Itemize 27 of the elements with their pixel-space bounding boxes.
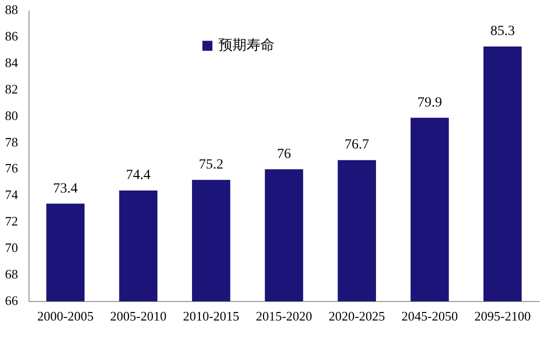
x-tick-label: 2015-2020 [256, 308, 312, 324]
x-tick-label: 2005-2010 [110, 308, 166, 324]
y-tick-label: 82 [5, 81, 18, 96]
y-tick-label: 78 [5, 134, 18, 150]
data-label: 74.4 [126, 168, 151, 184]
data-label: 73.4 [53, 181, 78, 196]
y-tick-label: 84 [5, 55, 18, 70]
y-tick-label: 80 [5, 108, 18, 123]
y-tick-label: 72 [5, 214, 18, 229]
x-tick-label: 2000-2005 [37, 308, 94, 324]
y-tick-label: 86 [5, 28, 18, 44]
y-tick-label: 76 [5, 160, 18, 176]
y-tick-label: 70 [5, 240, 18, 255]
y-tick-label: 68 [5, 266, 18, 282]
x-tick-label: 2045-2050 [402, 308, 458, 324]
data-label: 76.7 [344, 138, 370, 153]
y-tick-label: 74 [5, 187, 18, 202]
x-tick-label: 2010-2015 [182, 308, 240, 324]
x-tick-label: 2095-2100 [474, 308, 531, 324]
x-tick-label: 2020-2025 [328, 308, 386, 324]
data-label: 75.2 [198, 158, 224, 173]
y-tick-label: 66 [5, 292, 18, 308]
data-label: 76 [277, 146, 291, 162]
data-label: 85.3 [490, 24, 515, 40]
legend-label: 预期寿命 [218, 37, 274, 54]
data-label: 79.9 [417, 95, 442, 110]
y-tick-label: 88 [5, 2, 18, 18]
